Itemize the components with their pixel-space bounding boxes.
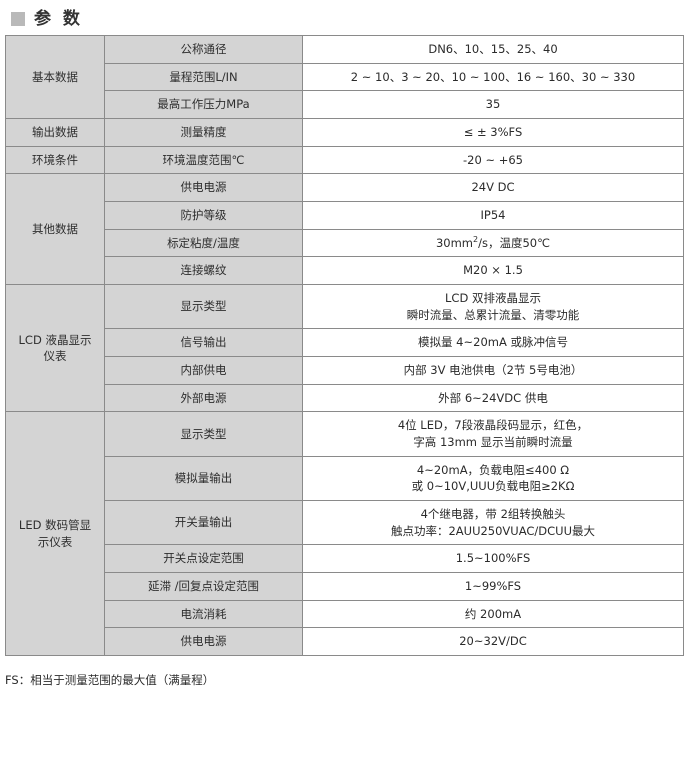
parameter-value-cell: 1~99%FS [302, 572, 684, 601]
parameter-name-cell: 供电电源 [104, 627, 303, 657]
table-row: 输出数据 测量精度 ≤ ± 3%FS [5, 118, 684, 147]
table-row: 量程范围L/IN 2 ~ 10、3 ~ 20、10 ~ 100、16 ~ 160、… [6, 62, 684, 92]
table-row: 其他数据 供电电源 24V DC [5, 173, 684, 286]
parameter-value-cell: 4个继电器，带 2组转换触头 触点功率：2AUU250VUAC/DCUU最大 [302, 500, 684, 546]
table-row: 延滞 /回复点设定范围 1~99%FS [6, 572, 684, 601]
page-title: 参 数 [34, 8, 83, 29]
parameter-value-cell: LCD 双排液晶显示 瞬时流量、总累计流量、清零功能 [302, 284, 684, 330]
parameter-name-cell: 公称通径 [104, 35, 303, 64]
parameter-name-cell: 信号输出 [104, 328, 303, 358]
parameter-name-cell: 测量精度 [104, 118, 303, 147]
parameter-value-cell: 2 ~ 10、3 ~ 20、10 ~ 100、16 ~ 160、30 ~ 330 [302, 62, 684, 92]
group-label-cell: LCD 液晶显示 仪表 [5, 284, 105, 413]
parameter-value-cell: 1.5~100%FS [302, 544, 684, 574]
parameter-name-cell: 内部供电 [104, 356, 303, 385]
parameter-name-cell: 最高工作压力MPa [104, 90, 303, 120]
parameter-name-cell: 开关量输出 [104, 500, 303, 546]
parameter-name-cell: 供电电源 [104, 173, 303, 203]
parameter-value-cell: ≤ ± 3%FS [302, 118, 684, 147]
spec-table-container: 基本数据 公称通径 DN6、10、15、25、40 量程范围L/IN 2 ~ 10、3 … [0, 30, 700, 657]
table-row: 开关点设定范围 1.5~100%FS [6, 544, 684, 574]
table-row: 外部电源 外部 6~24VDC 供电 [6, 383, 684, 413]
parameter-value-cell: 外部 6~24VDC 供电 [302, 383, 684, 413]
table-row: 供电电源 20~32V/DC [6, 627, 684, 657]
table-row: 内部供电 内部 3V 电池供电（2节 5号电池） [6, 356, 684, 385]
parameter-name-cell: 环境温度范围℃ [104, 145, 303, 175]
table-row: 防护等级 IP54 [6, 201, 684, 230]
parameter-value-cell: IP54 [302, 201, 684, 230]
parameter-value-cell: 约 200mA [302, 599, 684, 629]
parameter-value-cell: M20 × 1.5 [302, 256, 684, 286]
table-row: 开关量输出 4个继电器，带 2组转换触头 触点功率：2AUU250VUAC/DCUU… [6, 500, 684, 546]
parameter-name-cell: 模拟量输出 [104, 455, 303, 502]
parameter-value-cell: 24V DC [302, 173, 684, 203]
parameter-name-cell: 开关点设定范围 [104, 544, 303, 574]
group-label-cell: 环境条件 [5, 145, 105, 175]
table-row: 标定粘度/温度 30mm2/s，温度50℃ [6, 228, 684, 258]
table-row: 基本数据 公称通径 DN6、10、15、25、40 [5, 34, 684, 120]
parameter-name-cell: 防护等级 [104, 201, 303, 230]
group-label-cell: 输出数据 [5, 118, 105, 147]
parameter-name-cell: 电流消耗 [104, 599, 303, 629]
parameter-value-cell: DN6、10、15、25、40 [302, 35, 684, 64]
table-row: 信号输出 模拟量 4~20mA 或脉冲信号 [6, 328, 684, 358]
parameter-name-cell: 量程范围L/IN [104, 62, 303, 92]
table-row: LCD 液晶显示 仪表 显示类型 LCD 双排液晶显示 瞬时流量、总累计流量、清零功能 [5, 284, 684, 413]
table-row: 连接螺纹 M20 × 1.5 [6, 256, 684, 286]
parameter-value-cell: 20~32V/DC [302, 627, 684, 657]
parameter-name-cell: 显示类型 [104, 411, 303, 457]
section-heading: 参 数 [0, 0, 700, 30]
square-bullet-icon [11, 12, 25, 26]
table-row: 环境条件 环境温度范围℃ -20 ~ +65 [5, 145, 684, 175]
parameter-name-cell: 外部电源 [104, 383, 303, 413]
group-label-cell: LED 数码管显 示仪表 [5, 411, 105, 657]
parameter-value-cell: 30mm2/s，温度50℃ [302, 228, 684, 258]
table-row: 电流消耗约 200mA [6, 599, 684, 629]
group-label-cell: 其他数据 [5, 173, 105, 286]
parameter-name-cell: 显示类型 [104, 284, 303, 330]
parameter-value-cell: 内部 3V 电池供电（2节 5号电池） [302, 356, 684, 385]
parameter-name-cell: 连接螺纹 [104, 256, 303, 286]
group-label-cell: 基本数据 [5, 34, 105, 120]
parameter-value-cell: 35 [302, 90, 684, 120]
table-row: 最高工作压力MPa 35 [6, 90, 684, 120]
parameter-name-cell: 标定粘度/温度 [104, 228, 303, 258]
parameter-name-cell: 延滞 /回复点设定范围 [104, 572, 303, 601]
parameter-value-cell: -20 ~ +65 [302, 145, 684, 175]
table-row: LED 数码管显 示仪表 显示类型 4位 LED，7段液晶段码显示，红色， 字高 13m… [5, 411, 684, 657]
specifications-table: 基本数据 公称通径 DN6、10、15、25、40 量程范围L/IN 2 ~ 10、3 … [5, 34, 684, 657]
parameter-value-cell: 模拟量 4~20mA 或脉冲信号 [302, 328, 684, 358]
footnote: FS：相当于测量范围的最大值（满量程） [5, 673, 215, 688]
parameter-value-cell: 4位 LED，7段液晶段码显示，红色， 字高 13mm 显示当前瞬时流量 [302, 411, 684, 457]
